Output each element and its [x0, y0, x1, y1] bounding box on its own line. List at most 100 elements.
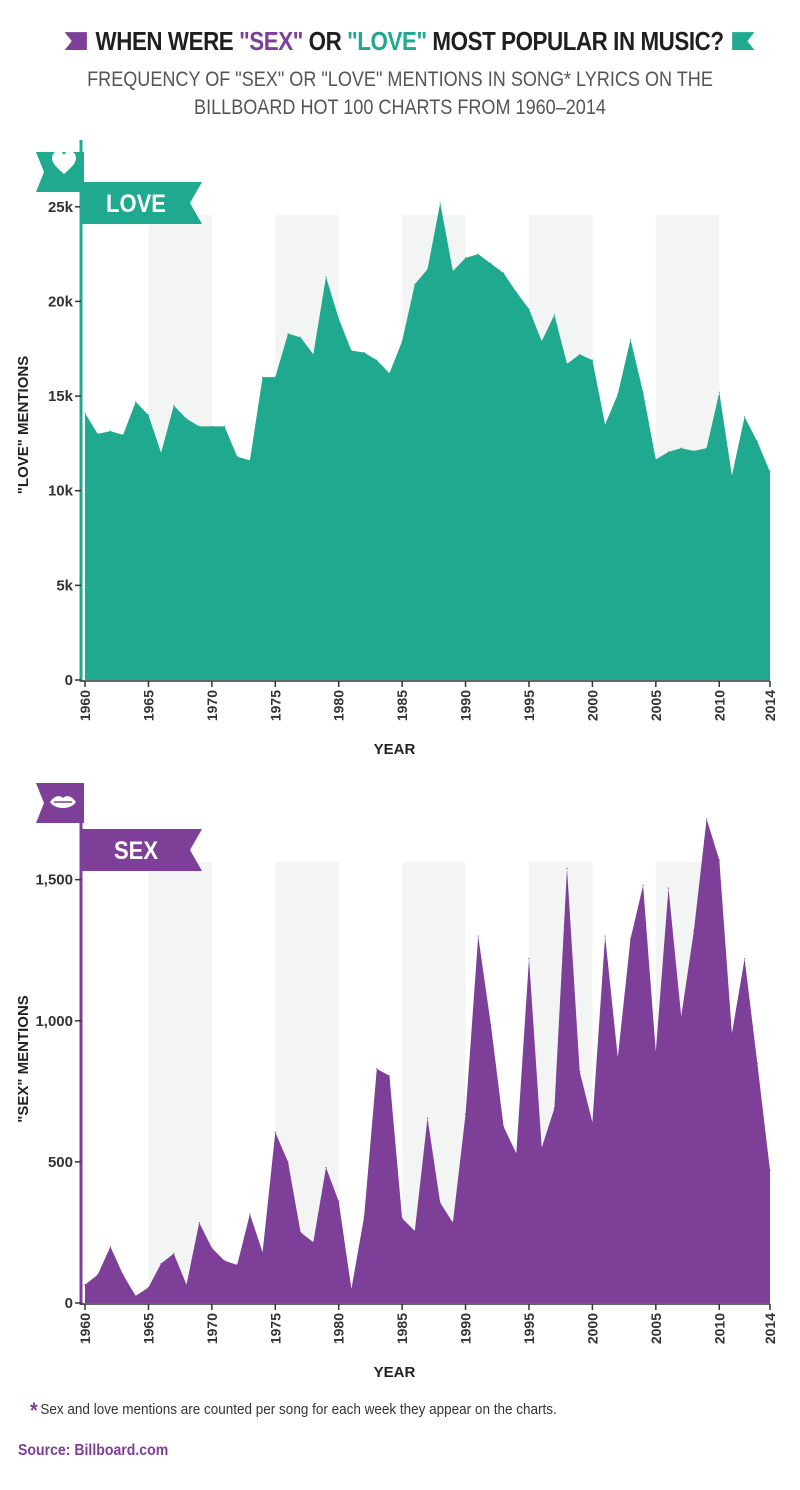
data-point	[287, 1161, 289, 1163]
data-point	[388, 372, 391, 374]
data-point	[655, 1051, 657, 1053]
data-point	[135, 401, 137, 403]
chart-subtitle: FREQUENCY OF "SEX" OR "LOVE" MENTIONS IN…	[56, 66, 744, 122]
data-point	[503, 272, 505, 274]
x-tick-label: 1995	[521, 1313, 537, 1344]
data-point	[667, 451, 670, 453]
title-mid: OR	[302, 26, 348, 56]
data-point	[211, 1247, 213, 1249]
sex-chart: 0 500 1,000 1,500 1960 1965 1970 1975 1980 1985 19…	[15, 783, 778, 1381]
y-tick-label: 0	[65, 672, 73, 689]
data-point	[629, 938, 632, 940]
data-point	[528, 958, 530, 960]
data-point	[185, 1284, 188, 1286]
data-point	[173, 1253, 175, 1255]
data-point	[553, 1107, 555, 1109]
data-point	[198, 425, 200, 427]
data-point	[705, 818, 708, 820]
data-point	[718, 391, 720, 393]
data-point	[287, 333, 289, 335]
data-point	[769, 471, 771, 473]
subtitle-line-1: FREQUENCY OF "SEX" OR "LOVE" MENTIONS IN…	[87, 68, 713, 91]
data-point	[249, 1213, 251, 1215]
data-point	[579, 1070, 581, 1073]
x-tick-label: 1965	[140, 690, 156, 721]
x-tick-label: 1960	[77, 1313, 93, 1344]
data-point	[490, 1024, 492, 1026]
data-point	[655, 458, 657, 461]
data-point	[338, 1200, 340, 1202]
data-point	[553, 314, 555, 316]
data-point	[198, 1221, 200, 1224]
x-tick-label: 1990	[458, 690, 474, 721]
chart-title: WHEN WERE "SEX" OR "LOVE" MOST POPULAR I…	[56, 26, 755, 57]
data-point	[439, 1202, 441, 1204]
data-point	[452, 270, 454, 272]
x-tick-label: 2000	[584, 690, 600, 721]
source-credit: Source: Billboard.com	[18, 1442, 169, 1459]
y-axis-title: "LOVE" MENTIONS	[15, 356, 32, 494]
data-point	[541, 340, 543, 342]
data-point	[223, 425, 226, 427]
data-point	[147, 414, 150, 416]
data-point	[693, 450, 695, 452]
data-point	[617, 1056, 619, 1059]
data-point	[325, 1166, 327, 1169]
data-point	[769, 1169, 771, 1171]
purple-flag-icon	[64, 32, 87, 51]
data-point	[376, 1068, 378, 1070]
y-tick-label: 5k	[56, 577, 73, 594]
banner-flag	[80, 182, 202, 224]
x-tick-label: 1995	[521, 690, 537, 721]
banner-label: LOVE	[106, 190, 166, 218]
x-axis-title: YEAR	[374, 741, 416, 758]
x-axis-title: YEAR	[374, 1364, 416, 1381]
title-love: "LOVE"	[347, 26, 427, 56]
data-point	[325, 276, 327, 278]
title-prefix: WHEN WERE	[95, 26, 240, 56]
y-tick-label: 25k	[48, 199, 74, 216]
data-point	[122, 1274, 124, 1276]
y-tick-label: 10k	[48, 483, 74, 500]
data-point	[579, 353, 581, 356]
x-tick-label: 1970	[204, 690, 220, 721]
banner-label: SEX	[114, 837, 158, 865]
data-point	[541, 1147, 543, 1149]
data-point	[617, 393, 619, 395]
y-tick-label: 15k	[48, 388, 74, 405]
footnote-text: Sex and love mentions are counted per so…	[40, 1401, 557, 1418]
data-point	[642, 391, 644, 393]
x-tick-label: 1960	[77, 690, 93, 721]
x-tick-label: 1990	[458, 1313, 474, 1344]
data-point	[173, 404, 175, 407]
x-tick-label: 1970	[204, 1313, 220, 1344]
x-tick-label: 1985	[394, 1313, 410, 1344]
data-point	[503, 1126, 505, 1128]
data-point	[97, 433, 99, 435]
data-point	[236, 456, 238, 458]
y-axis-title: "SEX" MENTIONS	[15, 995, 32, 1123]
x-tick-label: 1980	[331, 1313, 347, 1344]
data-point	[376, 359, 378, 361]
data-point	[185, 418, 188, 420]
data-point	[464, 257, 467, 259]
green-flag-icon	[732, 32, 755, 51]
x-tick-label: 1980	[331, 690, 347, 721]
data-point	[160, 452, 162, 454]
data-point	[566, 363, 568, 365]
title-suffix: MOST POPULAR IN MUSIC?	[426, 26, 724, 56]
data-point	[122, 434, 124, 436]
data-point	[591, 359, 594, 361]
x-tick-label: 2014	[762, 690, 778, 721]
data-point	[261, 1251, 264, 1253]
data-point	[274, 1131, 276, 1133]
data-point	[756, 440, 758, 443]
banner-flag	[80, 829, 202, 871]
data-point	[401, 340, 403, 342]
data-point	[363, 1216, 365, 1218]
data-point	[160, 1262, 162, 1265]
heart-icon	[52, 151, 76, 174]
data-point	[705, 447, 708, 449]
subtitle-line-2: BILLBOARD HOT 100 CHARTS FROM 1960–2014	[194, 96, 606, 119]
